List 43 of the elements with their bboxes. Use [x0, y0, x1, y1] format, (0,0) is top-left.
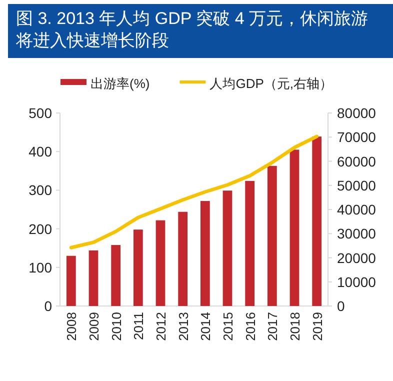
bar [133, 230, 143, 306]
x-tick-label: 2010 [108, 312, 124, 341]
y-tick-label: 400 [28, 144, 52, 160]
bar [66, 256, 76, 306]
legend-label: 人均GDP（元,右轴） [210, 76, 333, 91]
title: 图 3. 2013 年人均 GDP 突破 4 万元，休闲旅游将进入快速增长阶段 [8, 4, 393, 58]
legend-label: 出游率(%) [90, 76, 150, 91]
y2-tick-label: 80000 [337, 105, 376, 121]
y-tick-label: 300 [28, 182, 52, 198]
y-tick-label: 200 [28, 220, 52, 237]
y2-tick-label: 60000 [337, 153, 376, 170]
x-tick-label: 2019 [310, 312, 325, 341]
bar [312, 136, 322, 306]
x-tick-label: 2016 [242, 312, 258, 341]
x-tick-label: 2009 [86, 312, 102, 341]
bar [200, 201, 210, 306]
bar [156, 220, 166, 306]
x-tick-label: 2013 [176, 312, 191, 341]
x-tick-label: 2011 [131, 312, 146, 340]
x-tick-label: 2008 [64, 312, 80, 341]
x-tick-label: 2012 [154, 312, 168, 341]
bar [267, 166, 277, 306]
bar [111, 245, 121, 306]
y-tick-label: 100 [28, 259, 52, 276]
bar [245, 180, 255, 306]
bar [178, 212, 188, 306]
y2-tick-label: 30000 [337, 226, 376, 242]
x-tick-label: 2018 [288, 312, 302, 341]
y-tick-label: 500 [28, 105, 52, 121]
y2-tick-label: 20000 [337, 250, 376, 266]
x-tick-label: 2014 [198, 312, 214, 341]
y2-tick-label: 70000 [337, 129, 376, 146]
y2-tick-label: 10000 [337, 274, 376, 290]
x-tick-label: 2015 [220, 312, 236, 341]
y2-tick-label: 50000 [337, 177, 376, 194]
chart-title: 图 3. 2013 年人均 GDP 突破 4 万元，休闲旅游将进入快速增长阶段 [15, 9, 368, 50]
bar [88, 250, 98, 306]
x-tick-label: 2017 [265, 312, 280, 341]
bar [222, 190, 232, 306]
bar [290, 150, 300, 306]
y2-tick-label: 40000 [337, 202, 376, 218]
y-tick-label: 0 [44, 298, 52, 314]
y2-tick-label: 0 [337, 298, 345, 314]
